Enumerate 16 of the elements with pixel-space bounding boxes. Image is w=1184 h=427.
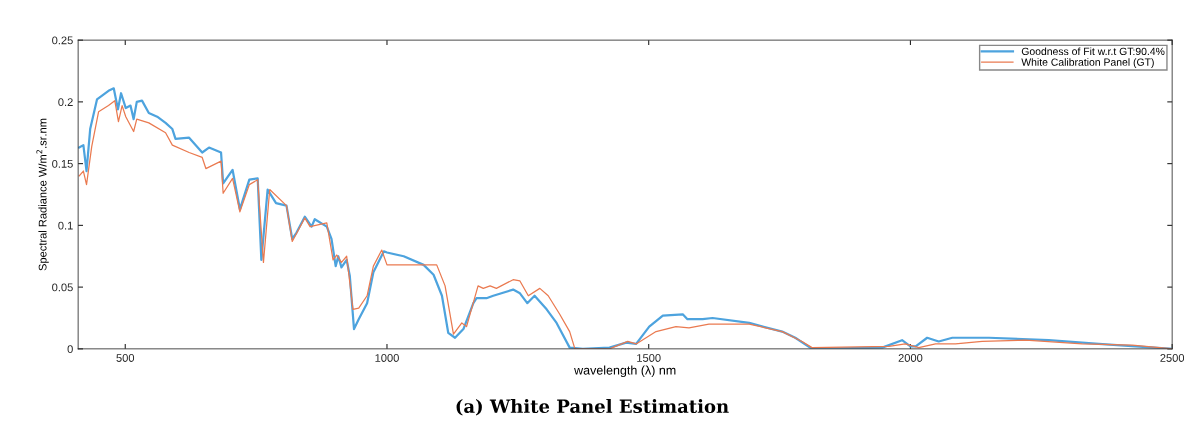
y-axis-title: Spectral Radiance W/m$^{2}$.sr.nm xyxy=(36,118,49,271)
x-tick-label: 2000 xyxy=(898,354,923,362)
x-tick-label: 1000 xyxy=(375,354,399,362)
x-axis-title: wavelength (λ) nm xyxy=(574,365,676,378)
y-tick-label: 0.1 xyxy=(58,221,73,230)
y-tick-label: 0 xyxy=(67,345,73,353)
y-tick-label: 0.15 xyxy=(52,159,73,168)
y-tick-label: 0.2 xyxy=(58,98,73,107)
x-tick-label: 2500 xyxy=(1160,354,1184,362)
x-tick-label: 500 xyxy=(116,354,135,362)
y-tick-label: 0.05 xyxy=(52,283,73,292)
y-tick-label: 0.25 xyxy=(52,36,73,45)
legend-label: Goodness of Fit w.r.t GT:90.4% xyxy=(1021,47,1165,56)
legend-label: White Calibration Panel (GT) xyxy=(1021,58,1154,68)
text: (a) White Panel Estimation xyxy=(456,399,729,416)
x-tick-label: 1500 xyxy=(637,354,661,362)
